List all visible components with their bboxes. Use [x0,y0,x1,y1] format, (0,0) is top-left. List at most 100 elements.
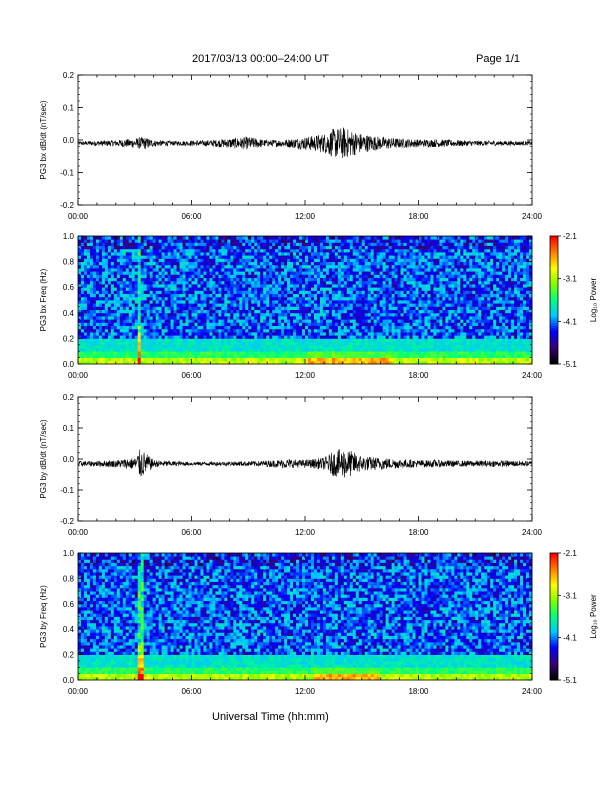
heatmap-cell [110,277,115,282]
heatmap-cell [152,296,157,301]
heatmap-cell [83,354,88,358]
heatmap-cell [119,239,124,243]
heatmap-cell [215,348,219,352]
heatmap-cell [364,332,369,336]
heatmap-cell [215,293,219,298]
heatmap-cell [212,357,216,362]
heatmap-cell [194,338,198,342]
heatmap-cell [164,264,169,269]
heatmap-cell [155,248,160,253]
heatmap-cell [307,325,312,330]
heatmap-cell [209,322,213,326]
heatmap-cell [436,264,440,269]
heatmap-cell [290,360,294,365]
heatmap-cell [104,316,109,320]
heatmap-cell [128,325,133,330]
heatmap-cell [370,242,375,246]
heatmap-cell [89,296,94,301]
heatmap-cell [433,245,437,250]
heatmap-cell [143,293,148,298]
heatmap-cell [164,309,169,314]
heatmap-cell [319,245,324,250]
heatmap-cell [236,338,240,342]
heatmap-cell [146,261,151,266]
heatmap-cell [134,255,139,259]
heatmap-cell [427,303,431,307]
heatmap-cell [412,261,416,266]
heatmap-cell [296,252,300,256]
heatmap-cell [242,255,246,259]
heatmap-cell [197,328,201,333]
heatmap-cell [98,319,103,323]
heatmap-cell [197,242,201,246]
heatmap-cell [305,316,309,320]
heatmap-cell [412,239,416,243]
heatmap-cell [284,303,288,307]
heatmap-cell [98,287,103,291]
heatmap-cell [310,242,315,246]
heatmap-cell [263,338,267,342]
heatmap-cell [307,296,312,301]
heatmap-cell [194,274,198,278]
heatmap-cell [167,344,171,349]
heatmap-cell [331,309,336,314]
heatmap-cell [406,325,410,330]
heatmap-cell [116,255,121,259]
heatmap-cell [412,271,416,275]
heatmap-cell [427,274,431,278]
heatmap-cell [125,344,130,349]
heatmap-cell [134,309,139,314]
heatmap-cell [80,306,85,310]
heatmap-cell [397,268,401,272]
heatmap-cell [248,360,252,365]
heatmap-cell [245,341,249,346]
heatmap-cell [89,357,94,362]
heatmap-cell [302,354,306,358]
heatmap-cell [86,296,91,301]
heatmap-cell [188,300,192,304]
heatmap-cell [406,309,410,314]
heatmap-cell [134,316,139,320]
heatmap-cell [343,360,348,365]
heatmap-cell [433,287,437,291]
heatmap-cell [92,306,97,310]
heatmap-cell [242,338,246,342]
heatmap-cell [101,236,106,240]
heatmap-cell [239,277,243,282]
heatmap-cell [334,332,339,336]
heatmap-cell [305,328,309,333]
heatmap-cell [340,306,345,310]
heatmap-cell [78,322,82,326]
heatmap-cell [442,360,446,365]
heatmap-cell [122,312,127,317]
heatmap-cell [349,264,354,269]
heatmap-cell [104,300,109,304]
heatmap-cell [221,239,225,243]
heatmap-cell [128,255,133,259]
heatmap-cell [439,354,443,358]
heatmap-cell [439,252,443,256]
heatmap-cell [164,300,169,304]
heatmap-cell [352,252,357,256]
heatmap-cell [257,303,261,307]
heatmap-cell [269,328,273,333]
heatmap-cell [116,271,121,275]
heatmap-cell [373,277,378,282]
heatmap-cell [227,335,231,339]
heatmap-cell [272,296,276,301]
heatmap-cell [412,258,416,262]
heatmap-cell [313,312,318,317]
heatmap-cell [284,242,288,246]
heatmap-cell [376,325,381,330]
heatmap-cell [388,287,393,291]
heatmap-cell [164,338,169,342]
heatmap-cell [373,335,378,339]
heatmap-cell [430,258,434,262]
heatmap-cell [278,316,282,320]
heatmap-cell [107,335,112,339]
heatmap-cell [131,303,136,307]
heatmap-cell [394,348,398,352]
heatmap-cell [385,332,390,336]
heatmap-cell [113,248,118,253]
heatmap-cell [98,325,103,330]
